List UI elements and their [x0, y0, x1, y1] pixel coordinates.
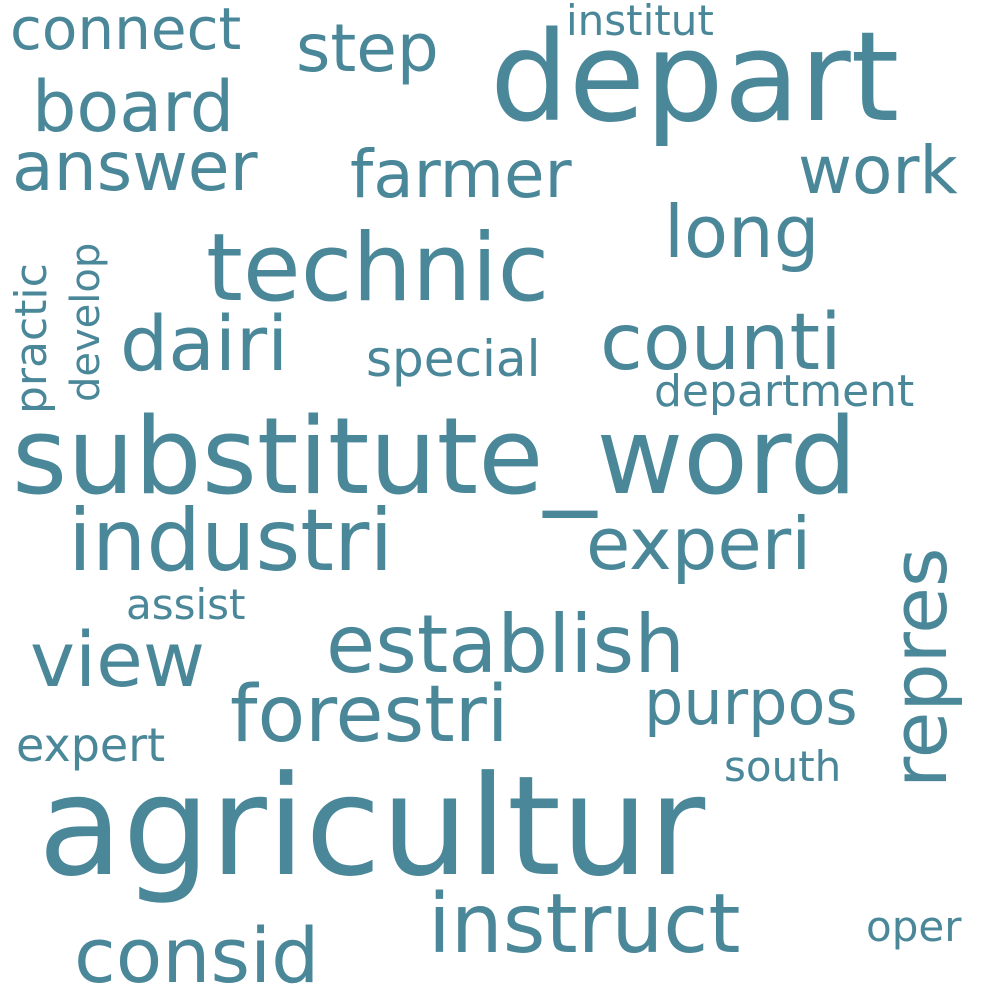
word-substitute-word: substitute_word: [12, 395, 857, 518]
word-practic: practic: [6, 263, 57, 414]
word-answer: answer: [12, 128, 258, 207]
word-institut: institut: [566, 0, 714, 45]
word-south: south: [724, 742, 842, 791]
word-forestri: forestri: [230, 670, 509, 760]
word-purpos: purpos: [644, 666, 858, 739]
word-experi: experi: [586, 502, 812, 586]
word-agricultur: agricultur: [38, 746, 706, 907]
word-connect: connect: [10, 0, 242, 63]
word-board: board: [32, 66, 235, 148]
word-counti: counti: [600, 298, 842, 388]
word-view: view: [30, 615, 206, 704]
word-instruct: instruct: [428, 877, 741, 972]
word-establish: establish: [326, 598, 685, 691]
word-long: long: [664, 190, 820, 274]
word-repres: repres: [875, 547, 964, 788]
word-step: step: [296, 10, 439, 87]
word-oper: oper: [866, 902, 962, 951]
word-special: special: [366, 330, 541, 388]
word-consid: consid: [74, 911, 320, 1000]
word-farmer: farmer: [350, 136, 572, 213]
word-dairi: dairi: [120, 299, 289, 388]
word-technic: technic: [206, 214, 550, 323]
word-work: work: [798, 132, 958, 209]
word-department: department: [654, 366, 915, 417]
word-develop: develop: [63, 242, 109, 402]
word-depart: depart: [490, 6, 900, 150]
word-expert: expert: [16, 718, 166, 772]
word-industri: industri: [68, 491, 394, 591]
word-assist: assist: [126, 580, 246, 629]
